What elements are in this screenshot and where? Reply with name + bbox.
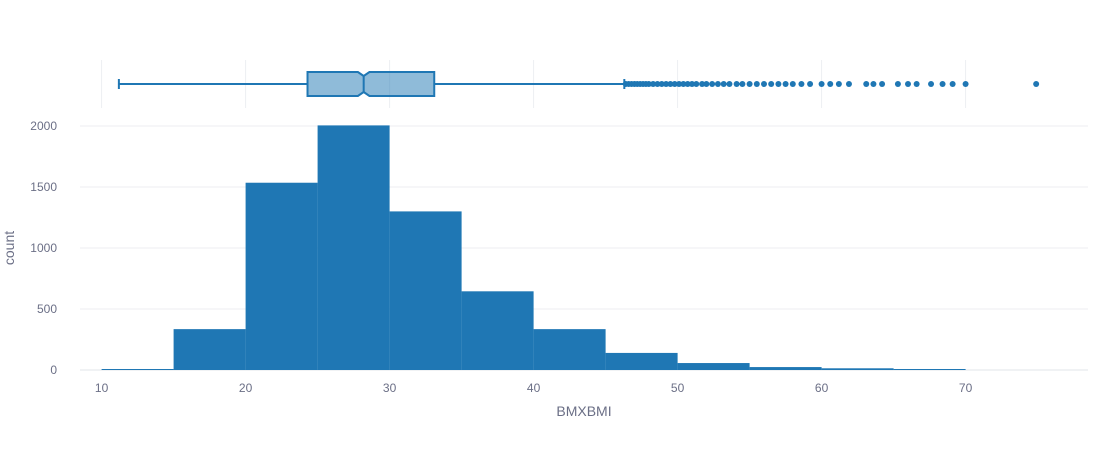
outlier-point xyxy=(654,81,661,87)
outlier-point xyxy=(676,81,683,87)
marginal-boxplot xyxy=(117,71,1040,97)
outlier-point xyxy=(768,81,775,87)
histogram-bar xyxy=(461,291,534,370)
x-tick-label: 20 xyxy=(239,381,253,395)
outlier-point xyxy=(863,81,870,87)
outlier-point xyxy=(962,81,969,87)
outlier-point xyxy=(939,81,946,87)
y-tick-label: 0 xyxy=(50,363,57,377)
iqr-box xyxy=(306,71,436,97)
outlier-point xyxy=(684,81,691,87)
x-tick-label: 40 xyxy=(527,381,541,395)
outlier-point xyxy=(714,81,721,87)
outlier-point xyxy=(746,81,753,87)
histogram-bar xyxy=(605,352,678,370)
outlier-point xyxy=(835,81,842,87)
outlier-point xyxy=(733,81,740,87)
histogram-bar xyxy=(317,125,390,370)
outlier-point xyxy=(879,81,886,87)
outlier-point xyxy=(789,81,796,87)
histogram-bar xyxy=(749,367,822,370)
outlier-point xyxy=(689,81,695,87)
histogram-bar xyxy=(101,369,174,370)
outlier-point xyxy=(905,81,911,87)
x-axis-title: BMXBMI xyxy=(556,403,611,419)
outlier-point xyxy=(671,81,678,87)
histogram-bar xyxy=(245,182,318,370)
x-tick-label: 10 xyxy=(95,381,109,395)
outlier-point xyxy=(782,81,789,87)
y-tick-label: 1500 xyxy=(30,180,57,194)
outlier-point xyxy=(798,81,805,87)
y-tick-labels: 0 500 1000 1500 2000 xyxy=(30,119,57,377)
y-tick-label: 500 xyxy=(37,302,57,316)
histogram-bar xyxy=(173,329,246,370)
y-tick-label: 2000 xyxy=(30,119,57,133)
outlier-point xyxy=(703,81,710,87)
x-tick-labels: 10 20 30 40 50 60 70 xyxy=(95,381,973,395)
outlier-point xyxy=(870,81,877,87)
histogram-bar xyxy=(389,211,462,370)
outlier-point xyxy=(807,81,814,87)
outlier-point xyxy=(1033,81,1040,87)
outlier-point xyxy=(720,81,727,87)
outlier-point xyxy=(845,81,852,87)
outlier-point xyxy=(650,81,657,87)
outlier-point xyxy=(894,81,901,87)
outlier-point xyxy=(709,81,716,87)
histogram-bar xyxy=(533,329,606,370)
histogram-bars xyxy=(101,125,966,370)
histogram-bar xyxy=(893,369,966,370)
outlier-point xyxy=(645,81,652,87)
outlier-point xyxy=(761,81,767,87)
outlier-point xyxy=(680,81,687,87)
histogram-bar xyxy=(821,368,894,370)
outlier-point xyxy=(949,81,956,87)
outlier-point xyxy=(827,81,834,87)
x-tick-label: 50 xyxy=(671,381,685,395)
outlier-point xyxy=(693,81,700,87)
x-tick-label: 30 xyxy=(383,381,397,395)
outlier-point xyxy=(663,81,670,87)
outlier-point xyxy=(699,81,706,87)
outlier-point xyxy=(667,81,674,87)
outlier-point xyxy=(726,81,733,87)
x-tick-label: 70 xyxy=(959,381,973,395)
histogram-bar xyxy=(677,363,750,370)
outlier-point xyxy=(818,81,825,87)
y-tick-label: 1000 xyxy=(30,241,57,255)
outlier-point xyxy=(928,81,935,87)
outlier-point xyxy=(753,81,760,87)
outlier-point xyxy=(913,81,920,87)
outlier-point xyxy=(658,81,665,87)
y-axis-title: count xyxy=(1,231,17,265)
outlier-point xyxy=(739,81,746,87)
outlier-point xyxy=(775,81,782,87)
x-tick-label: 60 xyxy=(815,381,829,395)
